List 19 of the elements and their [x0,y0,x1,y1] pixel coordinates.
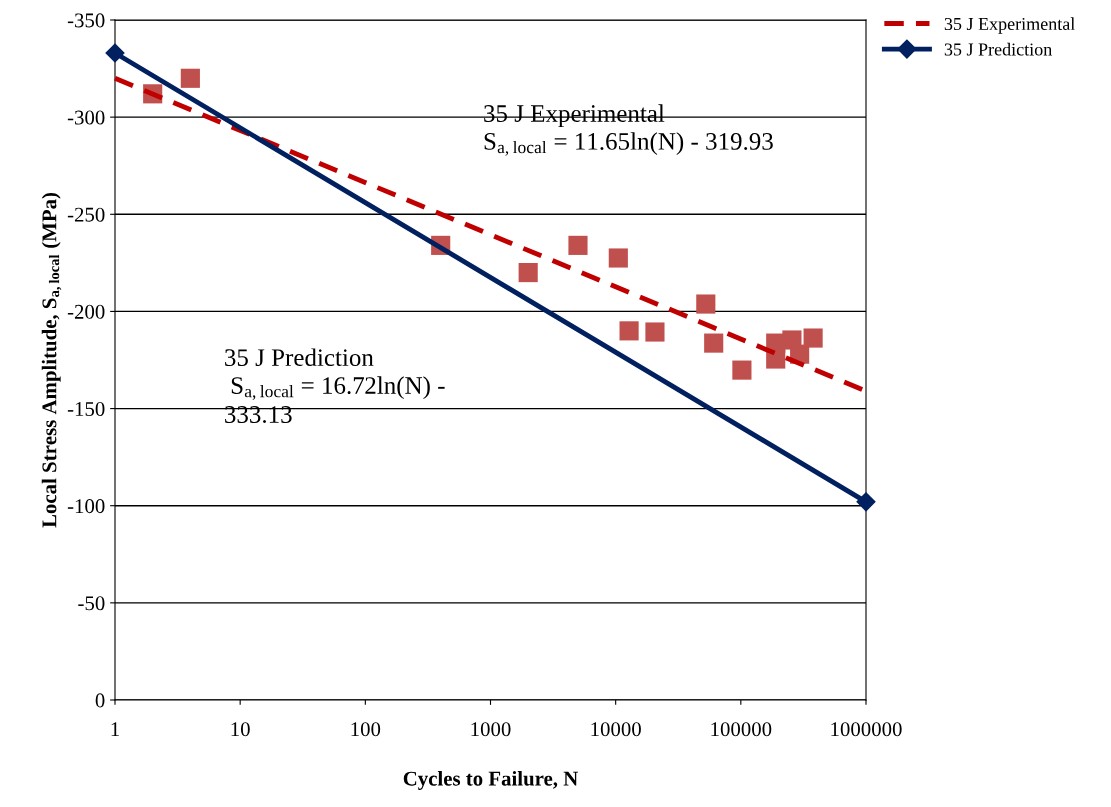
legend-label: 35 J Prediction [944,42,1052,56]
y-axis-title: Local Stress Amplitude, S$_{a,local}$ (MPa) [41,193,62,528]
y-tick-label: -100 [67,499,105,514]
x-axis-title: Cycles to Failure, N [403,770,578,790]
x-tick-label: 10000 [591,722,641,737]
x-tick-label: 10 [231,722,250,737]
y-tick-label: -150 [67,401,105,416]
x-tick-label: 1 [111,722,119,736]
y-tick-label: -200 [67,304,105,319]
x-tick-label: 100 [351,722,381,737]
x-tick-label: 1000 [471,722,511,737]
x-tick-label: 1000000 [831,722,902,737]
y-tick-label: -300 [67,110,105,125]
y-tick-label: -350 [67,13,105,28]
legend-label: 35 J Experimental [944,17,1075,34]
x-tick-label: 100000 [711,722,772,737]
y-tick-label: -250 [67,207,105,222]
y-tick-label: 0 [95,693,105,708]
y-tick-label: -50 [78,596,105,611]
